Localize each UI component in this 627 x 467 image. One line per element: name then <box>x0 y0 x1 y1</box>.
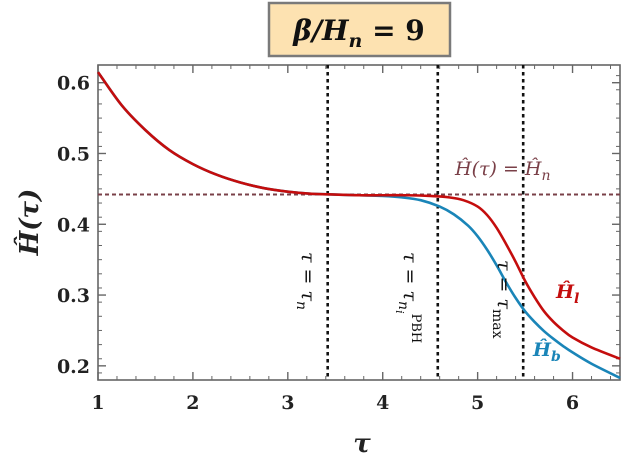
x-tick-label: 2 <box>186 392 199 414</box>
y-tick-label: 0.5 <box>57 143 90 165</box>
y-tick-label: 0.3 <box>57 285 90 307</box>
vline-label-tau-n: τ = τn <box>293 252 319 310</box>
vline-label-tau-pbh: τ = τniPBH <box>393 252 423 343</box>
series-label-hl: Ĥl <box>555 280 579 307</box>
y-tick-label: 0.2 <box>57 356 90 378</box>
series-line-hb <box>96 71 621 380</box>
marker-lines-group <box>326 65 525 380</box>
chart-title: β/Hn = 9 <box>292 14 425 52</box>
x-tick-label: 4 <box>376 392 389 414</box>
series-label-hb: Ĥb <box>532 338 561 365</box>
axis-ticks: 1 2 3 4 5 6 0.2 0.3 0.4 0.5 0.6 <box>57 65 620 414</box>
x-tick-label: 3 <box>281 392 294 414</box>
series-line-hl <box>96 71 621 360</box>
y-tick-label: 0.4 <box>57 214 90 236</box>
vline-label-tau-max: τ = τmax <box>489 260 515 339</box>
x-axis-label: τ <box>353 429 371 459</box>
x-tick-label: 6 <box>566 392 579 414</box>
reference-line-label: Ĥ(τ) = Ĥn <box>454 157 551 184</box>
x-tick-label: 1 <box>91 392 104 414</box>
x-tick-label: 5 <box>471 392 484 414</box>
plot-frame <box>97 64 621 381</box>
y-axis-label: Ĥ(τ) <box>13 189 45 257</box>
title-box <box>267 1 452 58</box>
y-tick-label: 0.6 <box>57 73 90 95</box>
series-group <box>96 71 621 380</box>
